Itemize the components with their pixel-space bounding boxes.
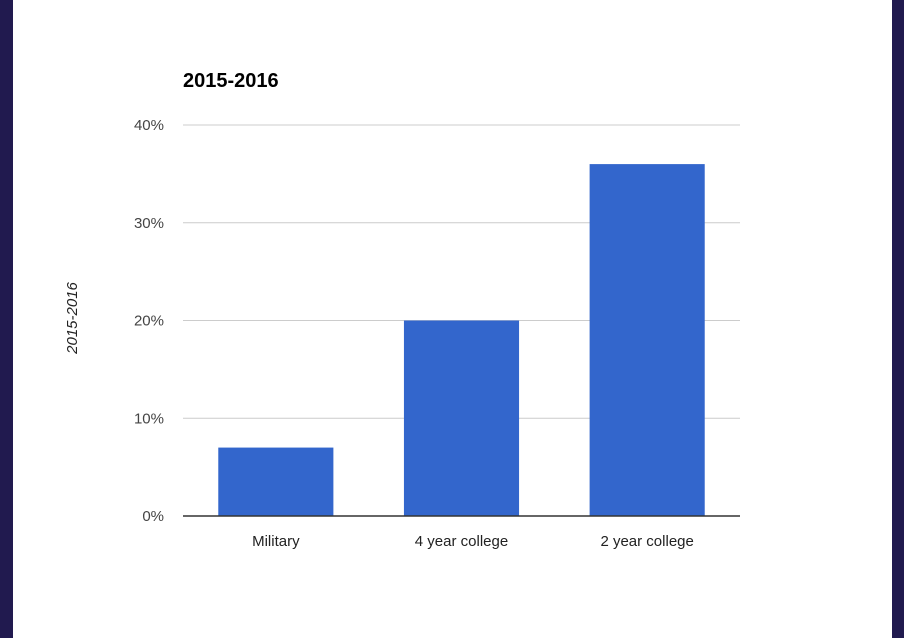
y-tick-label: 40% — [134, 117, 164, 134]
x-axis-categories: Military 4 year college 2 year college — [252, 533, 694, 550]
y-tick-label: 20% — [134, 313, 164, 330]
y-axis-ticks: 0% 10% 20% 30% 40% — [134, 117, 164, 525]
x-category-label: 2 year college — [600, 533, 693, 550]
y-tick-label: 0% — [142, 508, 164, 525]
bar — [218, 447, 334, 516]
bar — [403, 320, 520, 516]
y-axis-title: 2015-2016 — [64, 281, 81, 354]
x-category-label: 4 year college — [415, 533, 508, 550]
chart-title: 2015-2016 — [183, 70, 279, 92]
bars — [218, 164, 705, 516]
y-tick-label: 30% — [134, 215, 164, 232]
y-tick-label: 10% — [134, 410, 164, 427]
bar — [589, 164, 705, 516]
x-category-label: Military — [252, 533, 300, 550]
chart-panel — [13, 0, 892, 638]
